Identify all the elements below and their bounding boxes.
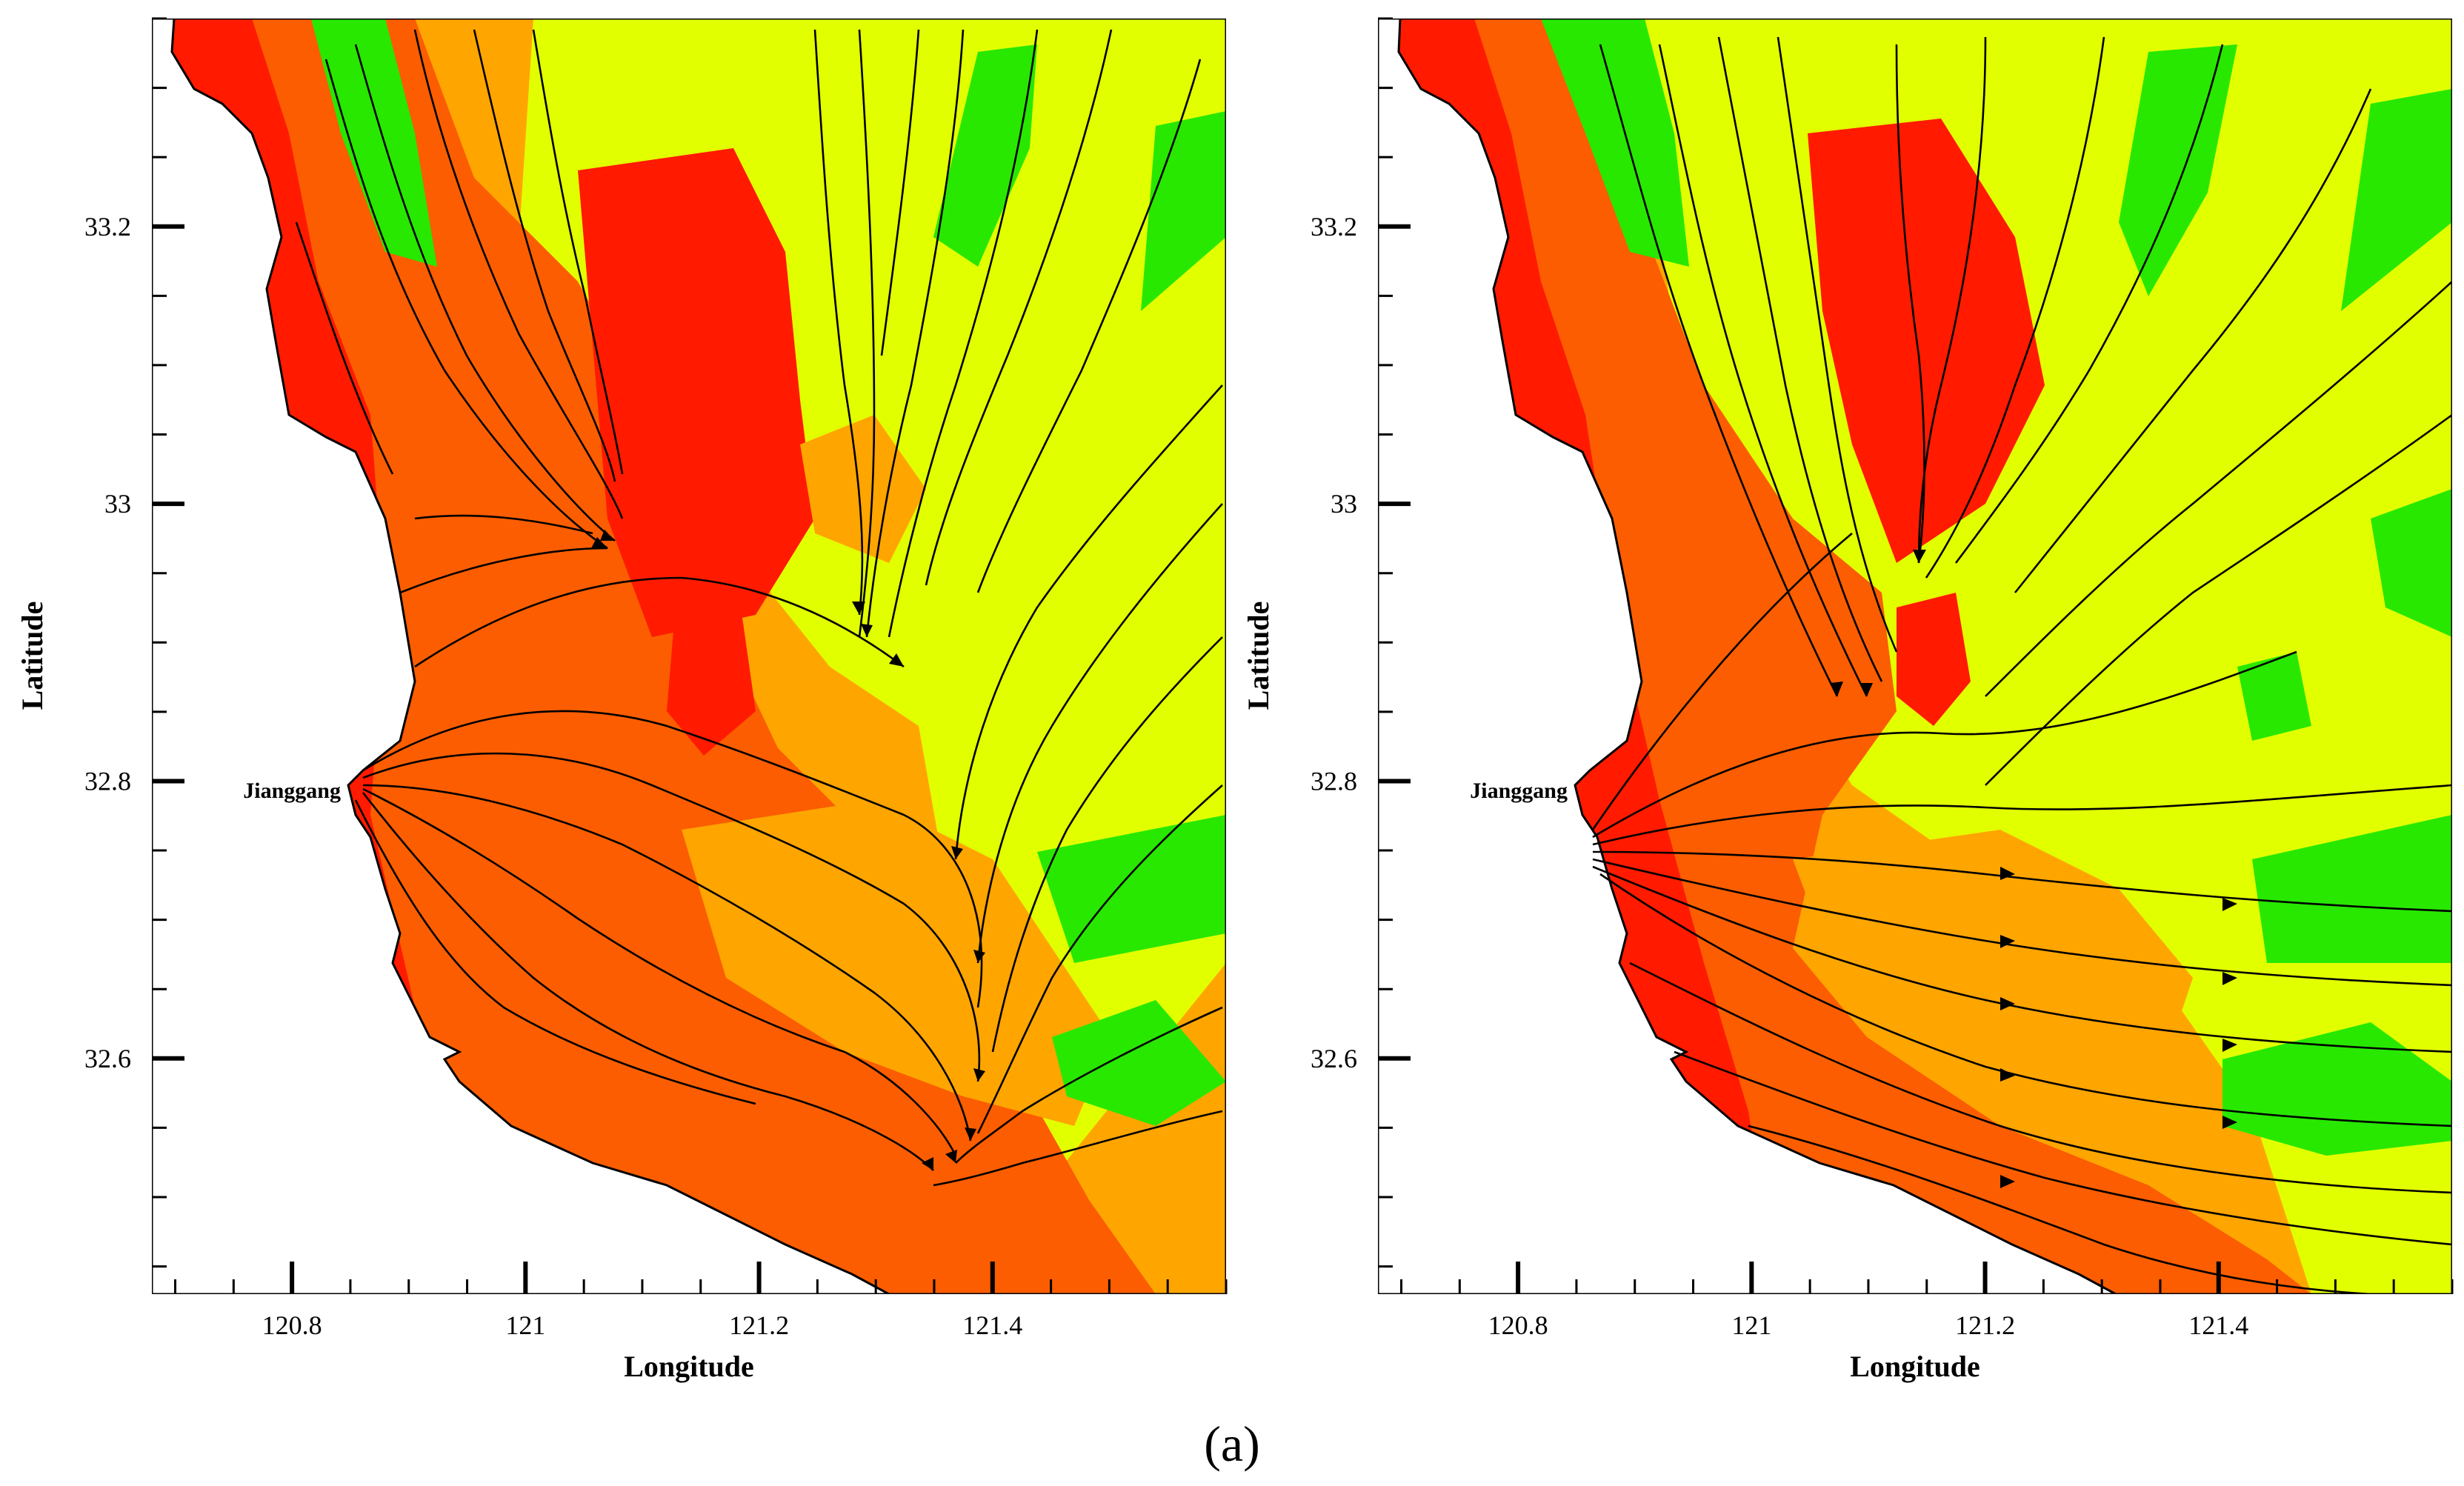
x-tick-label: 121: [1731, 1310, 1771, 1340]
axes-right: 120.8 121 121.2 121.4 32.6 32.8 33 33.2: [1311, 17, 2454, 1340]
xlabel-left: Longitude: [624, 1350, 754, 1383]
y-tick-label: 33.2: [1311, 212, 1357, 241]
x-tick-label: 120.8: [1488, 1310, 1548, 1340]
place-label-left: Jianggang: [243, 779, 341, 803]
y-tick-label: 32.8: [1311, 766, 1357, 796]
streamlines: [295, 29, 1223, 1187]
y-tick-label: 33: [104, 489, 131, 519]
x-tick-label: 121.2: [1955, 1310, 2015, 1340]
ylabel-left: Latitude: [16, 602, 49, 710]
x-tick-label: 121.2: [729, 1310, 789, 1340]
x-tick-label: 121.4: [962, 1310, 1022, 1340]
place-label-right: Jianggang: [1470, 779, 1568, 803]
axes-left: 120.8 121 121.2 121.4 32.6 32.8 33 33.2: [84, 17, 1228, 1340]
y-tick-label: 32.6: [1311, 1044, 1357, 1073]
x-tick-label: 121.4: [2188, 1310, 2248, 1340]
contour-field: [152, 19, 1226, 1294]
xlabel-right: Longitude: [1850, 1350, 1980, 1383]
streamline-arrows: [591, 530, 985, 1170]
y-tick-label: 32.8: [84, 766, 131, 796]
land-mass: [152, 19, 890, 1294]
y-tick-label: 32.6: [84, 1044, 131, 1073]
x-tick-label: 120.8: [262, 1310, 322, 1340]
panel-right: 120.8 121 121.2 121.4 32.6 32.8 33 33.2 Jiangga…: [1242, 17, 2454, 1383]
y-tick-label: 33.2: [84, 212, 131, 241]
ylabel-right: Latitude: [1242, 602, 1275, 710]
y-tick-label: 33: [1331, 489, 1357, 519]
streamline-arrows: [1830, 550, 2237, 1188]
land-mass: [1378, 19, 2117, 1294]
x-tick-label: 121: [505, 1310, 545, 1340]
streamlines: [1591, 36, 2452, 1294]
figure-caption: (a): [1204, 1416, 1259, 1472]
panel-left: 120.8 121 121.2 121.4 32.6 32.8 33 33.2 Jiangga…: [16, 17, 1228, 1383]
